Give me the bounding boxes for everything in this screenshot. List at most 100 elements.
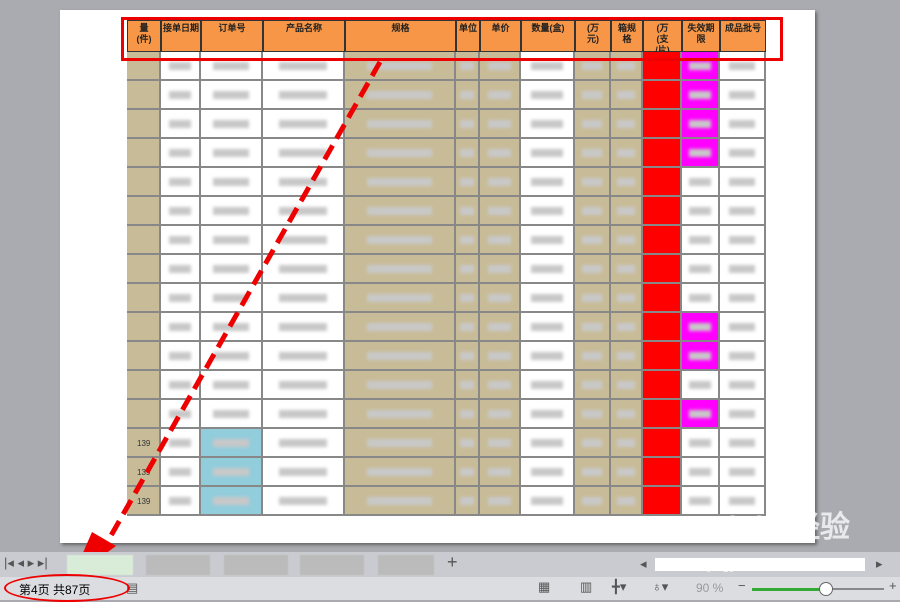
table-cell[interactable] bbox=[575, 487, 611, 516]
table-cell[interactable] bbox=[456, 400, 480, 429]
table-cell[interactable] bbox=[611, 313, 643, 342]
table-cell[interactable] bbox=[575, 313, 611, 342]
table-cell[interactable] bbox=[720, 313, 766, 342]
table-cell[interactable] bbox=[720, 342, 766, 371]
table-cell[interactable] bbox=[611, 81, 643, 110]
table-cell[interactable] bbox=[127, 284, 161, 313]
table-cell[interactable] bbox=[456, 197, 480, 226]
table-cell[interactable] bbox=[575, 342, 611, 371]
table-cell[interactable] bbox=[127, 226, 161, 255]
scroll-right-icon[interactable]: ▸ bbox=[876, 556, 883, 571]
sheet-tab[interactable] bbox=[300, 555, 364, 575]
column-header[interactable]: (万 元) bbox=[575, 20, 611, 52]
table-cell[interactable] bbox=[521, 226, 575, 255]
table-cell[interactable] bbox=[161, 168, 201, 197]
table-cell[interactable] bbox=[611, 168, 643, 197]
table-cell[interactable] bbox=[456, 313, 480, 342]
table-cell[interactable] bbox=[611, 284, 643, 313]
table-cell[interactable] bbox=[263, 139, 345, 168]
table-cell[interactable] bbox=[643, 255, 682, 284]
table-cell[interactable] bbox=[643, 168, 682, 197]
table-cell[interactable] bbox=[345, 110, 456, 139]
table-cell[interactable] bbox=[456, 458, 480, 487]
table-cell[interactable] bbox=[643, 110, 682, 139]
table-cell[interactable] bbox=[643, 197, 682, 226]
table-cell[interactable] bbox=[345, 284, 456, 313]
table-cell[interactable] bbox=[480, 429, 521, 458]
table-cell[interactable] bbox=[456, 371, 480, 400]
table-cell[interactable] bbox=[643, 400, 682, 429]
table-cell[interactable] bbox=[480, 168, 521, 197]
table-cell[interactable]: 139 bbox=[127, 429, 161, 458]
table-cell[interactable] bbox=[345, 139, 456, 168]
table-cell[interactable] bbox=[611, 52, 643, 81]
table-cell[interactable] bbox=[263, 342, 345, 371]
table-cell[interactable] bbox=[720, 487, 766, 516]
table-cell[interactable] bbox=[682, 371, 720, 400]
table-cell[interactable] bbox=[201, 81, 263, 110]
sheet-tab[interactable] bbox=[378, 555, 434, 575]
column-header[interactable]: 单位 bbox=[456, 20, 480, 52]
table-cell[interactable] bbox=[456, 342, 480, 371]
table-cell[interactable] bbox=[521, 284, 575, 313]
table-cell[interactable] bbox=[682, 313, 720, 342]
table-cell[interactable] bbox=[682, 342, 720, 371]
table-cell[interactable] bbox=[720, 168, 766, 197]
table-cell[interactable] bbox=[456, 429, 480, 458]
table-cell[interactable] bbox=[575, 197, 611, 226]
table-cell[interactable] bbox=[161, 139, 201, 168]
column-header[interactable]: 单价 bbox=[480, 20, 521, 52]
table-cell[interactable] bbox=[263, 487, 345, 516]
table-cell[interactable] bbox=[643, 342, 682, 371]
table-cell[interactable] bbox=[127, 110, 161, 139]
table-cell[interactable] bbox=[480, 81, 521, 110]
column-header[interactable]: 量 (件) bbox=[127, 20, 161, 52]
table-cell[interactable] bbox=[480, 197, 521, 226]
table-cell[interactable] bbox=[480, 139, 521, 168]
table-cell[interactable] bbox=[127, 371, 161, 400]
table-cell[interactable] bbox=[161, 429, 201, 458]
table-cell[interactable] bbox=[345, 52, 456, 81]
table-cell[interactable] bbox=[480, 110, 521, 139]
table-cell[interactable] bbox=[575, 458, 611, 487]
table-cell[interactable] bbox=[345, 255, 456, 284]
table-cell[interactable] bbox=[575, 81, 611, 110]
table-cell[interactable] bbox=[643, 487, 682, 516]
table-cell[interactable] bbox=[643, 52, 682, 81]
table-cell[interactable] bbox=[345, 458, 456, 487]
table-cell[interactable] bbox=[611, 226, 643, 255]
zoom-in-button[interactable]: + bbox=[889, 578, 897, 593]
table-cell[interactable] bbox=[521, 110, 575, 139]
table-cell[interactable] bbox=[682, 400, 720, 429]
table-cell[interactable] bbox=[521, 139, 575, 168]
table-cell[interactable] bbox=[263, 429, 345, 458]
table-cell[interactable] bbox=[456, 139, 480, 168]
table-cell[interactable] bbox=[480, 226, 521, 255]
table-cell[interactable] bbox=[682, 458, 720, 487]
table-cell[interactable] bbox=[345, 226, 456, 255]
table-cell[interactable] bbox=[611, 342, 643, 371]
table-cell[interactable] bbox=[682, 284, 720, 313]
table-cell[interactable] bbox=[263, 81, 345, 110]
table-cell[interactable] bbox=[480, 52, 521, 81]
table-cell[interactable] bbox=[575, 168, 611, 197]
table-cell[interactable] bbox=[127, 400, 161, 429]
table-cell[interactable] bbox=[575, 52, 611, 81]
table-cell[interactable] bbox=[682, 168, 720, 197]
sheet-tab[interactable] bbox=[224, 555, 288, 575]
table-cell[interactable] bbox=[345, 429, 456, 458]
table-cell[interactable] bbox=[720, 139, 766, 168]
table-cell[interactable] bbox=[263, 197, 345, 226]
table-cell[interactable] bbox=[521, 52, 575, 81]
table-cell[interactable] bbox=[127, 255, 161, 284]
table-cell[interactable] bbox=[611, 255, 643, 284]
table-cell[interactable] bbox=[720, 400, 766, 429]
table-cell[interactable] bbox=[345, 487, 456, 516]
table-cell[interactable] bbox=[611, 400, 643, 429]
table-cell[interactable] bbox=[575, 255, 611, 284]
table-cell[interactable] bbox=[720, 429, 766, 458]
table-cell[interactable] bbox=[521, 429, 575, 458]
table-cell[interactable] bbox=[643, 429, 682, 458]
table-cell[interactable] bbox=[456, 110, 480, 139]
table-cell[interactable] bbox=[161, 255, 201, 284]
